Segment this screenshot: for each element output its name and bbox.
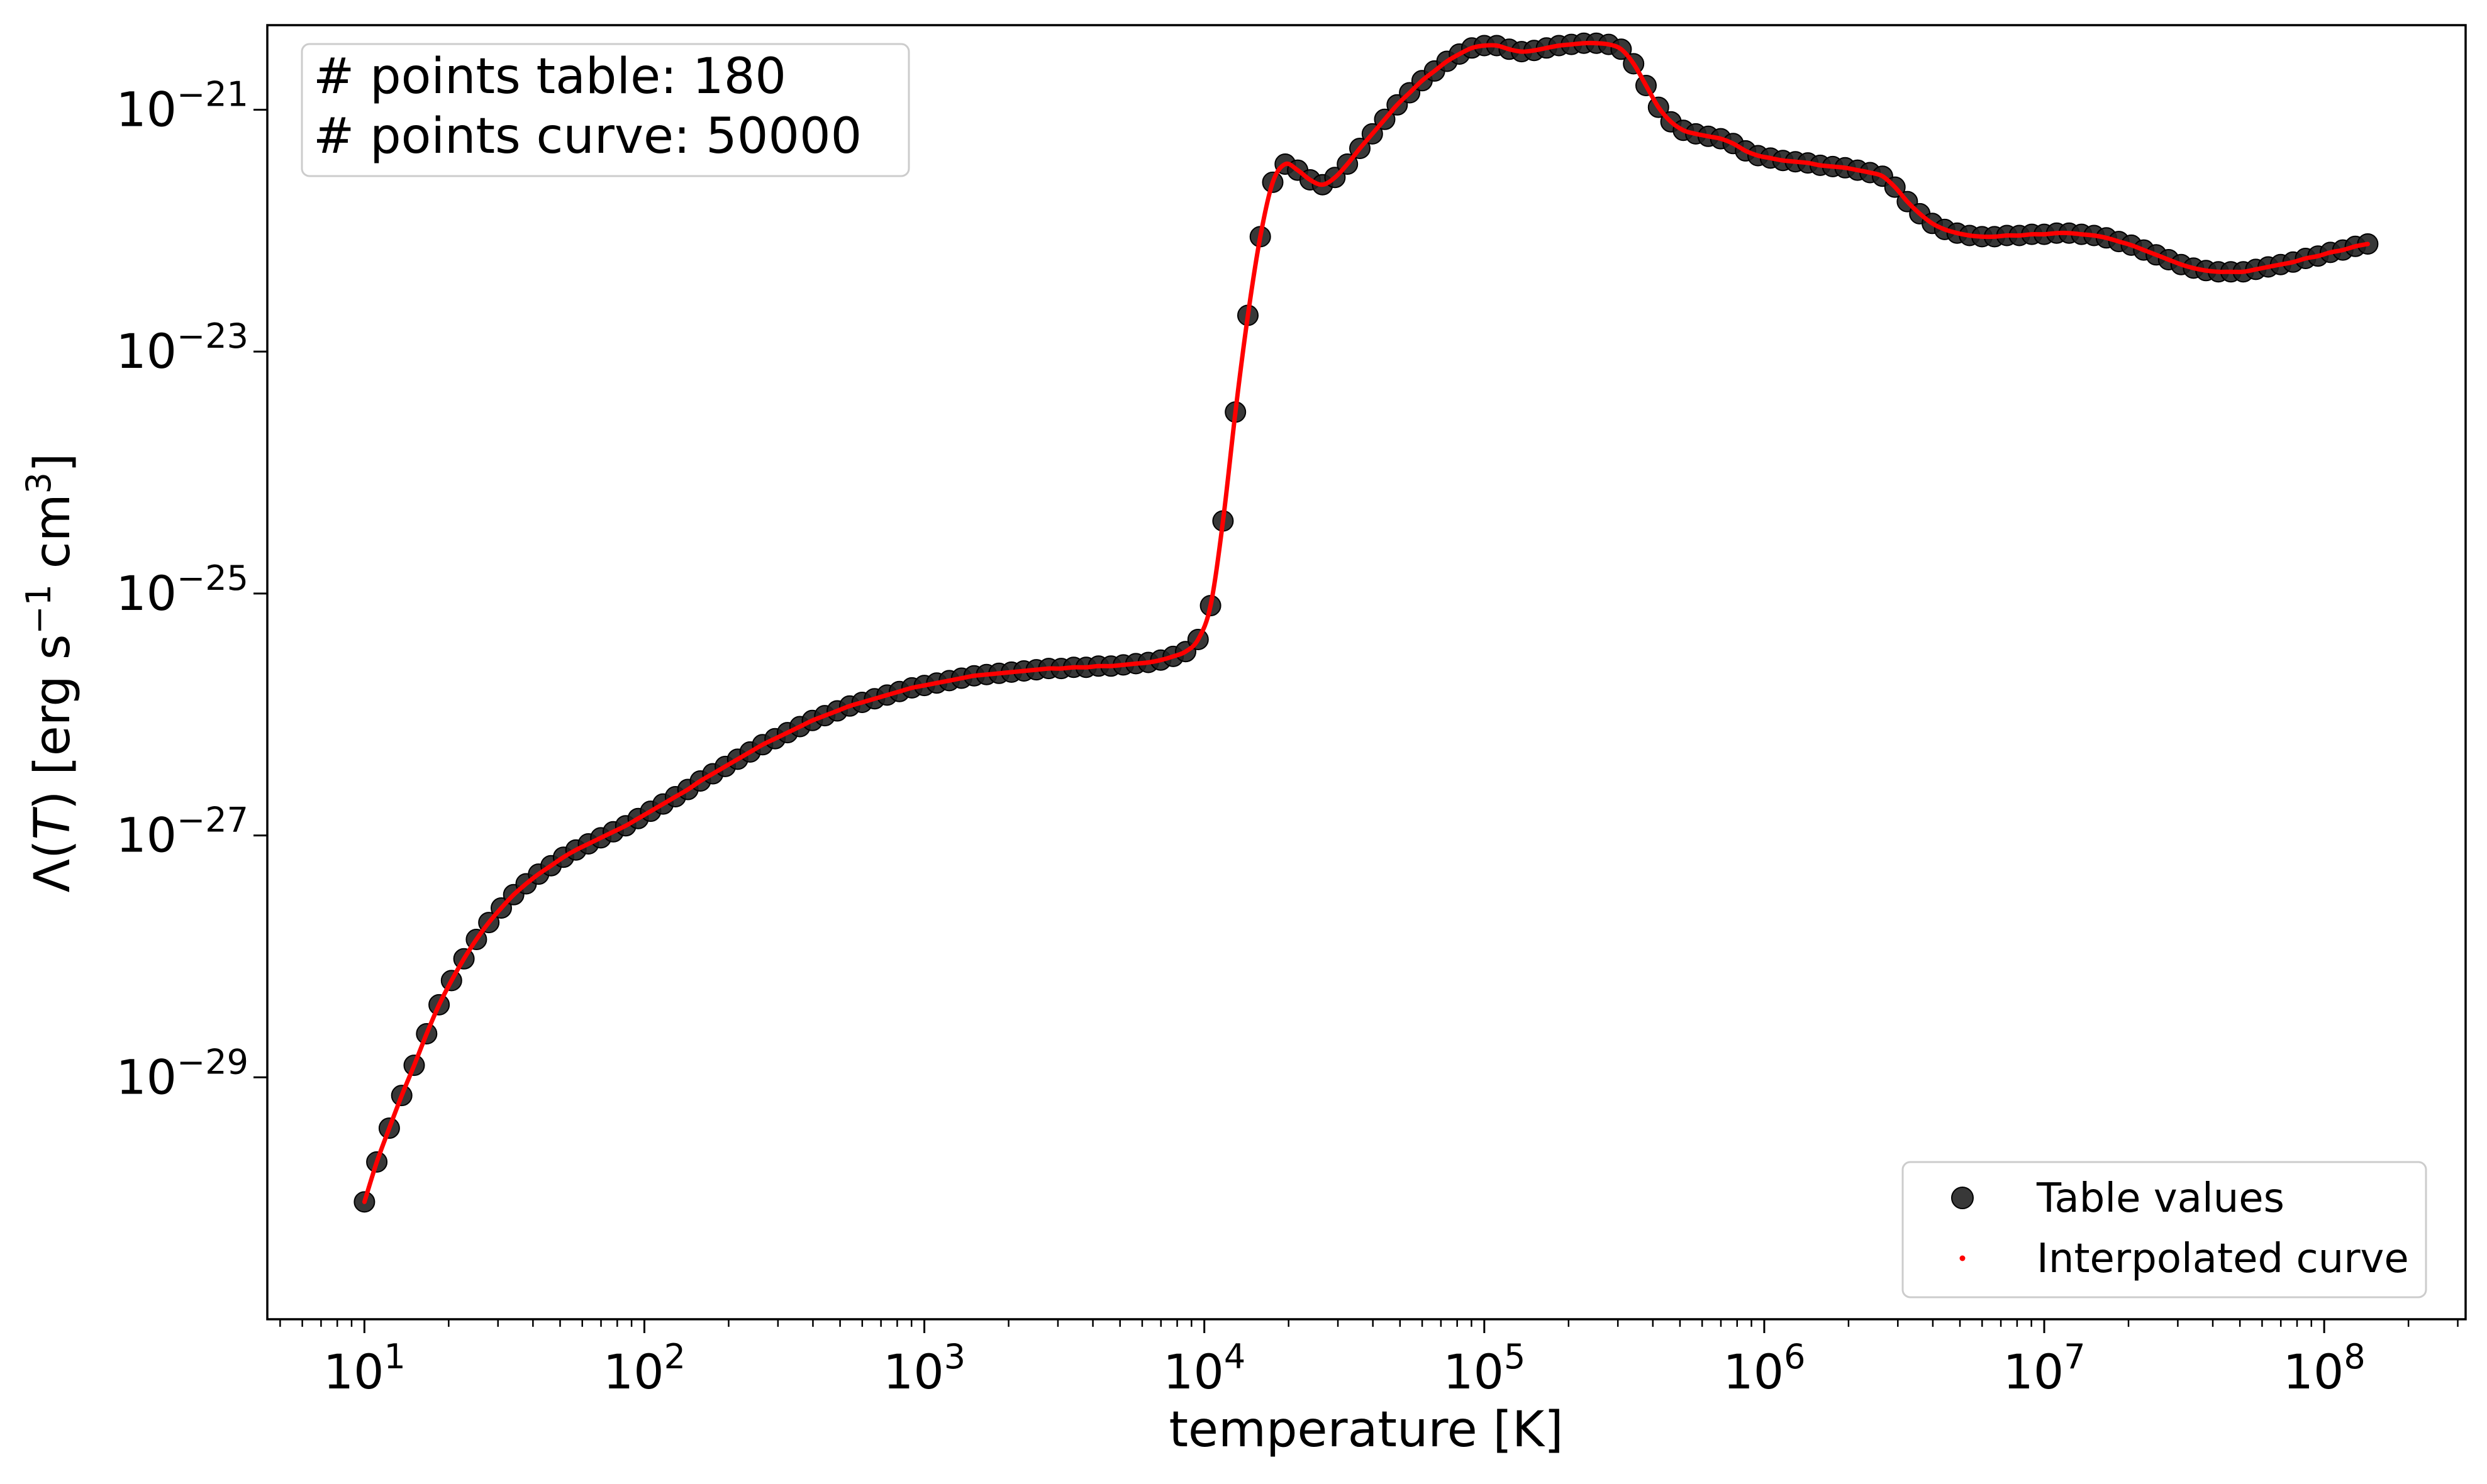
info-box-frame	[301, 43, 910, 177]
x-axis-label: temperature [K]	[1169, 1402, 1563, 1458]
plot-frame	[266, 24, 2467, 1321]
info-line-curve: # points curve: 50000	[313, 108, 862, 165]
x-tick-label: 108	[2283, 1337, 2366, 1400]
x-tick-labels: 101 102 103 104 105 106 107 108	[323, 1337, 2366, 1400]
info-line-table: # points table: 180	[313, 48, 786, 105]
x-tick-label: 102	[603, 1337, 686, 1400]
legend-marker-interpolated-curve	[1959, 1255, 1966, 1261]
plot-area: 101 102 103 104 105 106 107 108 10−21 10−23 10−25…	[116, 24, 2467, 1400]
y-axis-label: Λ(T) [erg s−1 cm3]	[19, 453, 81, 893]
interpolated-curve	[362, 40, 2370, 1204]
legend-label-table-values: Table values	[2036, 1175, 2284, 1222]
legend-marker-table-values	[1951, 1187, 1974, 1209]
legend-frame	[1901, 1161, 2427, 1298]
x-tick-label: 103	[883, 1337, 965, 1400]
minor-ticks	[279, 1319, 2459, 1327]
legend: Table values Interpolated curve	[1901, 1161, 2427, 1298]
y-tick-label: 10−29	[116, 1042, 248, 1105]
x-tick-label: 107	[2003, 1337, 2085, 1400]
info-box: # points table: 180 # points curve: 5000…	[301, 43, 910, 177]
x-tick-label: 104	[1163, 1337, 1245, 1400]
legend-label-interpolated-curve: Interpolated curve	[2037, 1236, 2409, 1282]
y-tick-label: 10−21	[116, 74, 248, 137]
y-tick-label: 10−23	[116, 316, 248, 379]
x-tick-label: 101	[323, 1337, 406, 1400]
y-tick-label: 10−27	[116, 800, 248, 863]
y-tick-label: 10−25	[116, 558, 248, 621]
x-tick-label: 105	[1443, 1337, 1525, 1400]
x-tick-label: 106	[1723, 1337, 1805, 1400]
y-tick-labels: 10−21 10−23 10−25 10−27 10−29	[116, 74, 248, 1105]
major-ticks	[253, 108, 2325, 1333]
